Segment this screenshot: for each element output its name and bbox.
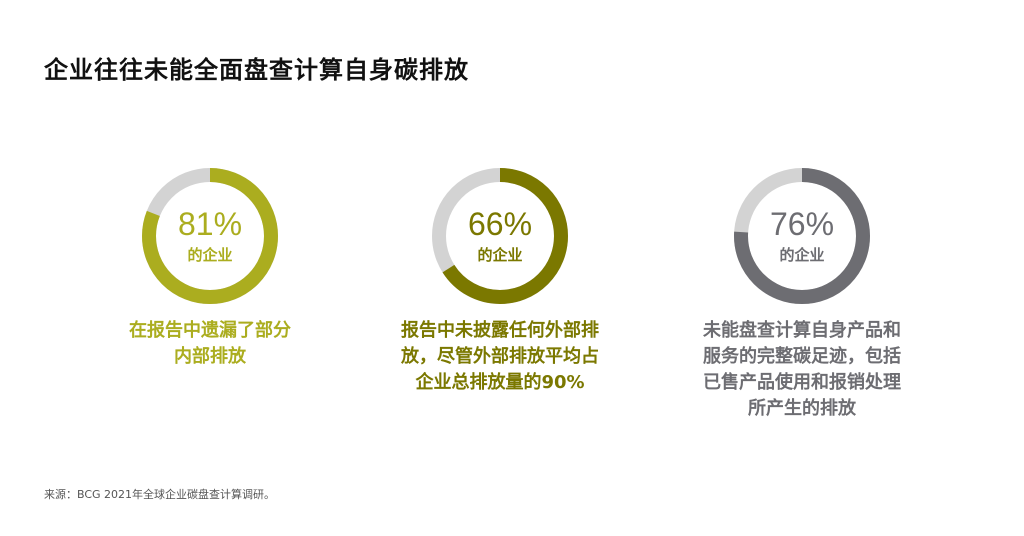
donut-value-arc (734, 168, 870, 304)
description-line: 放，尽管外部排放平均占 (401, 346, 599, 367)
donut-chart (142, 168, 278, 304)
donut-value-arc (142, 168, 278, 304)
percent-label: 76% (769, 206, 835, 242)
donut-chart (734, 168, 870, 304)
page-title: 企业往往未能全面盘查计算自身碳排放 (44, 56, 469, 84)
description-line: 报告中未披露任何外部排 (401, 320, 599, 341)
source-note: 来源：BCG 2021年全球企业碳盘查计算调研。 (44, 488, 276, 501)
percent-label: 66% (467, 206, 533, 242)
description-line: 已售产品使用和报销处理 (703, 372, 901, 393)
donut-chart (432, 168, 568, 304)
description-line: 企业总排放量的90% (415, 372, 585, 393)
donut-description: 报告中未披露任何外部排 放，尽管外部排放平均占 企业总排放量的90% (350, 318, 650, 396)
percent-label: 81% (177, 206, 243, 242)
donut-value-arc (432, 168, 568, 304)
donut-panel: 81% 的企业在报告中遗漏了部分 内部排放 (60, 158, 360, 428)
percent-sublabel: 的企业 (779, 246, 825, 264)
percent-sublabel: 的企业 (477, 246, 523, 264)
description-line: 服务的完整碳足迹，包括 (703, 346, 901, 367)
description-line: 未能盘查计算自身产品和 (703, 320, 901, 341)
percent-sublabel: 的企业 (187, 246, 233, 264)
description-line: 在报告中遗漏了部分 (129, 320, 291, 341)
donut-description: 在报告中遗漏了部分 内部排放 (60, 318, 360, 370)
description-line: 内部排放 (174, 346, 246, 367)
description-line: 所产生的排放 (748, 398, 856, 419)
donut-description: 未能盘查计算自身产品和 服务的完整碳足迹，包括 已售产品使用和报销处理 所产生的排放 (652, 318, 952, 422)
donut-panel: 76% 的企业未能盘查计算自身产品和 服务的完整碳足迹，包括 已售产品使用和报销处理所… (652, 158, 952, 428)
donut-panel: 66% 的企业报告中未披露任何外部排 放，尽管外部排放平均占 企业总排放量的90% (350, 158, 650, 428)
